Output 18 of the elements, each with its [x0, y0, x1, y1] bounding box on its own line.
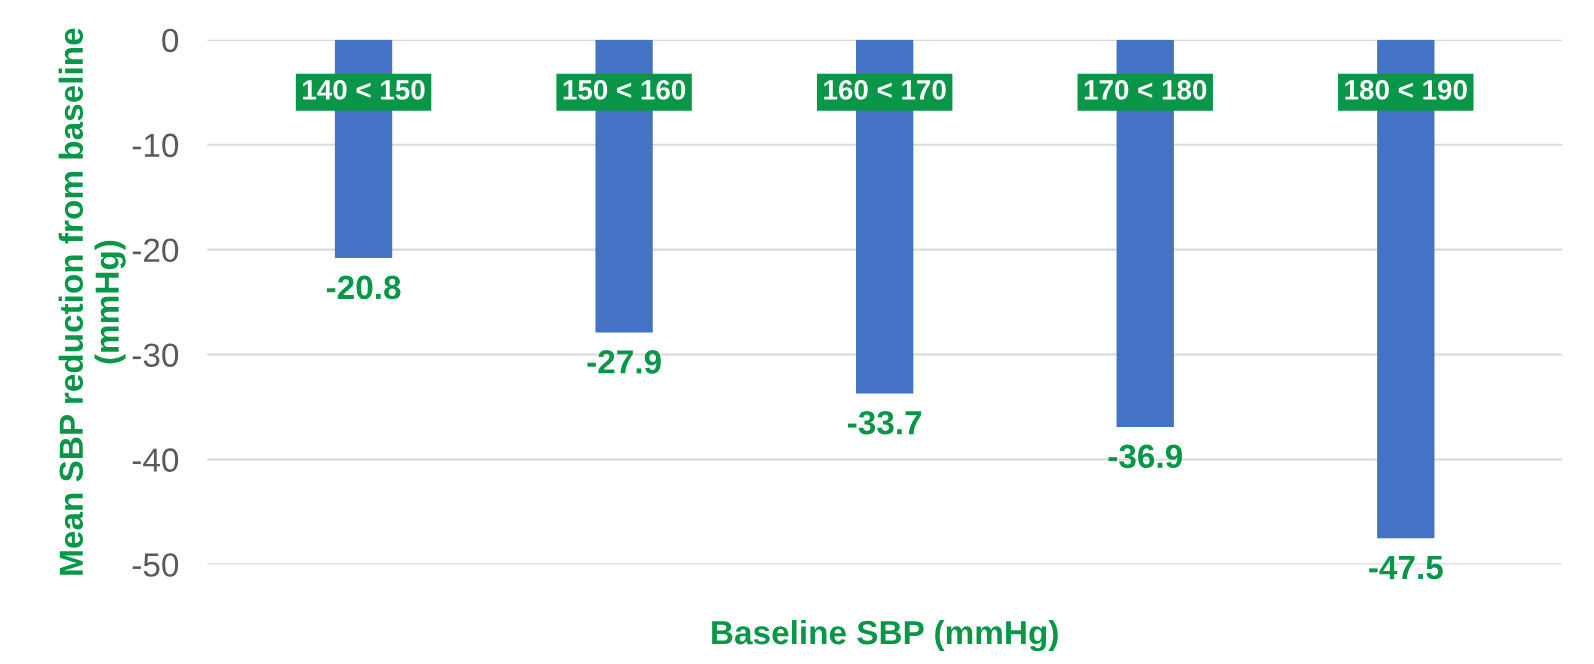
- x-tick-label: 170 < 180: [1084, 80, 1207, 100]
- y-tick-label: 0: [162, 28, 179, 53]
- data-label: -20.8: [326, 275, 401, 300]
- data-label: -47.5: [1369, 556, 1443, 580]
- x-axis-title: Baseline SBP (mmHg): [712, 619, 1058, 652]
- y-axis-title: Mean SBP reduction from baseline (mmHg): [58, 28, 126, 575]
- y-tick-label: -20: [132, 238, 179, 263]
- y-tick-label: -10: [132, 133, 179, 158]
- x-tick-label: 160 < 170: [824, 80, 946, 100]
- y-tick-label: -30: [132, 343, 179, 367]
- data-label: -33.7: [847, 410, 922, 435]
- x-tick-label: 150 < 160: [563, 80, 686, 100]
- data-label: -27.9: [587, 350, 661, 374]
- y-tick-label: -40: [132, 448, 179, 472]
- y-tick-label: -50: [132, 553, 179, 577]
- data-label: -36.9: [1108, 444, 1182, 469]
- x-tick-label: 140 < 150: [303, 80, 425, 100]
- x-tick-label: 180 < 190: [1345, 80, 1467, 100]
